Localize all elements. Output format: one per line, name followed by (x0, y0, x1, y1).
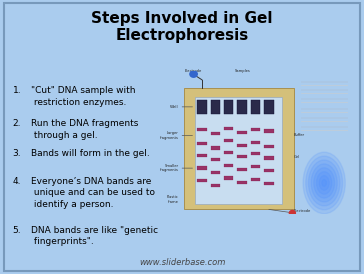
Text: Larger
fragments: Larger fragments (160, 131, 178, 140)
Bar (264, 182, 274, 185)
Bar (264, 129, 274, 133)
Text: Electrode: Electrode (185, 69, 202, 73)
Circle shape (303, 152, 345, 214)
Bar (264, 156, 274, 159)
Circle shape (289, 210, 295, 216)
Bar (224, 176, 233, 179)
Polygon shape (195, 97, 282, 204)
Bar (211, 132, 220, 135)
Bar (211, 147, 220, 150)
Bar (251, 165, 260, 168)
Circle shape (316, 172, 332, 194)
Bar (237, 155, 247, 158)
Bar (251, 100, 260, 114)
Bar (237, 131, 247, 134)
Text: "Cut" DNA sample with
 restriction enzymes.: "Cut" DNA sample with restriction enzyme… (31, 86, 135, 107)
Bar (197, 179, 207, 182)
Bar (224, 139, 233, 142)
Text: 5.: 5. (13, 226, 21, 235)
Text: Well: Well (170, 105, 178, 109)
Text: Bands will form in the gel.: Bands will form in the gel. (31, 149, 150, 158)
Bar (237, 100, 247, 114)
Text: 1.: 1. (13, 86, 21, 95)
Circle shape (311, 164, 337, 202)
Bar (251, 128, 260, 131)
Bar (197, 166, 207, 170)
Text: Plastic
frame: Plastic frame (167, 195, 178, 204)
Bar (224, 127, 233, 130)
Text: Buffer: Buffer (294, 133, 305, 137)
Text: 2.: 2. (13, 119, 21, 128)
Bar (211, 171, 220, 174)
Circle shape (190, 71, 197, 77)
Bar (264, 100, 274, 114)
Bar (197, 154, 207, 157)
Polygon shape (183, 88, 294, 209)
Bar (211, 184, 220, 187)
Text: Smaller
fragments: Smaller fragments (160, 164, 178, 172)
Circle shape (306, 156, 343, 210)
Circle shape (314, 168, 335, 198)
Text: Electrode: Electrode (294, 209, 311, 213)
Bar (237, 181, 247, 184)
Bar (237, 168, 247, 171)
Circle shape (319, 176, 329, 190)
Bar (197, 142, 207, 145)
Text: www.sliderbase.com: www.sliderbase.com (139, 258, 225, 267)
Bar (211, 158, 220, 161)
Bar (251, 152, 260, 155)
Bar (224, 164, 233, 167)
Text: Samples: Samples (234, 69, 250, 73)
Bar (197, 100, 207, 114)
Bar (251, 141, 260, 144)
Text: 3.: 3. (13, 149, 21, 158)
Text: DNA bands are like "genetic
 fingerprints".: DNA bands are like "genetic fingerprints… (31, 226, 158, 247)
Bar (224, 100, 233, 114)
Bar (224, 151, 233, 154)
Bar (237, 144, 247, 147)
Circle shape (308, 160, 340, 206)
Text: 4.: 4. (13, 177, 21, 186)
Text: Gel: Gel (294, 155, 300, 159)
Text: Everyone’s DNA bands are
 unique and can be used to
 identify a person.: Everyone’s DNA bands are unique and can … (31, 177, 155, 209)
Bar (197, 128, 207, 131)
Text: Steps Involved in Gel
Electrophoresis: Steps Involved in Gel Electrophoresis (91, 11, 273, 43)
Bar (251, 178, 260, 181)
Bar (264, 169, 274, 172)
Bar (264, 145, 274, 148)
Circle shape (322, 179, 327, 186)
Text: Run the DNA fragments
 through a gel.: Run the DNA fragments through a gel. (31, 119, 138, 140)
Bar (211, 100, 220, 114)
